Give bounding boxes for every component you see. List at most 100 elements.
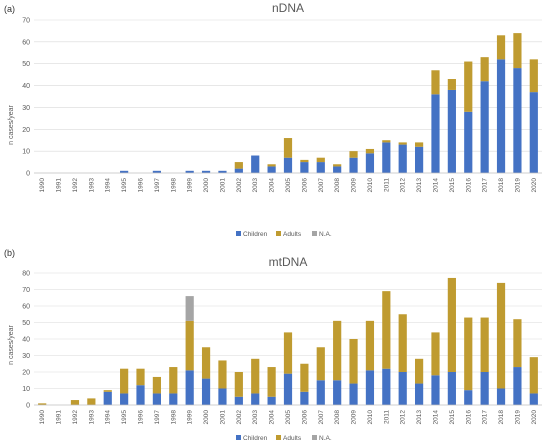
bar-mtdna-adults-2002	[234, 372, 243, 397]
x-tick-label-ndna-2007: 2007	[318, 178, 325, 193]
legend-mtdna: Children Adults N.A.	[236, 435, 332, 442]
x-tick-label-mtdna-2013: 2013	[416, 410, 423, 425]
x-tick-label-ndna-1995: 1995	[121, 178, 128, 193]
y-tick-label-mtdna-40: 40	[22, 337, 30, 344]
bar-mtdna-children-2016	[464, 390, 473, 405]
bar-ndna-adults-2006	[300, 159, 309, 163]
y-tick-label-ndna-20: 20	[22, 127, 30, 134]
y-tick-label-mtdna-60: 60	[22, 304, 30, 311]
x-tick-label-ndna-2005: 2005	[285, 178, 292, 193]
bar-ndna-children-2004	[267, 166, 276, 173]
bar-mtdna-adults-1995	[120, 368, 129, 394]
bar-mtdna-adults-2005	[283, 332, 293, 374]
legend-label-mtdna-1: Adults	[283, 435, 302, 442]
bar-ndna-adults-2012	[398, 142, 407, 145]
x-tick-label-ndna-1997: 1997	[154, 178, 161, 193]
x-ticks-ndna: 1990 1991 1992 1993 1994 1995 1996 1997 1998 1999…	[39, 178, 538, 193]
bar-mtdna-adults-2018	[496, 282, 506, 389]
bar-mtdna-adults-1996	[136, 368, 145, 386]
bar-ndna-children-2020	[529, 92, 538, 173]
chart-title-ndna: nDNA	[272, 1, 304, 15]
x-tick-label-ndna-2014: 2014	[432, 178, 439, 193]
bar-mtdna-children-2014	[431, 375, 440, 405]
x-tick-label-ndna-1992: 1992	[72, 178, 79, 193]
x-tick-label-mtdna-2005: 2005	[285, 410, 292, 425]
bar-mtdna-children-2005	[283, 373, 293, 405]
y-axis-label-mtdna: n cases/year	[8, 324, 15, 364]
bar-mtdna-adults-2008	[333, 320, 342, 381]
bar-mtdna-adults-2010	[365, 320, 375, 371]
bar-ndna-adults-2004	[267, 164, 276, 167]
x-tick-label-mtdna-2019: 2019	[514, 410, 521, 425]
bar-mtdna-children-2003	[251, 393, 260, 405]
bar-mtdna-adults-1992	[70, 400, 80, 405]
bar-ndna-children-2017	[480, 81, 489, 173]
bar-ndna-adults-2002	[234, 162, 243, 169]
bar-mtdna-children-2017	[480, 372, 489, 405]
bar-mtdna-adults-2016	[464, 317, 473, 391]
bar-mtdna-adults-2019	[513, 319, 522, 368]
bar-ndna-adults-2010	[365, 148, 375, 154]
bar-mtdna-adults-1994	[103, 390, 112, 392]
x-tick-label-ndna-1998: 1998	[170, 178, 177, 193]
legend-swatch-mtdna-1	[276, 435, 281, 440]
x-tick-label-mtdna-1994: 1994	[105, 410, 112, 425]
x-tick-label-ndna-2015: 2015	[449, 178, 456, 193]
panel-letter-a: (a)	[4, 4, 15, 14]
bar-ndna-children-2008	[333, 166, 342, 173]
y-tick-label-ndna-10: 10	[22, 149, 30, 156]
x-tick-label-mtdna-2011: 2011	[383, 410, 390, 424]
bar-ndna-adults-2019	[513, 33, 522, 69]
bar-mtdna-children-2004	[267, 396, 276, 405]
x-tick-label-mtdna-2016: 2016	[465, 410, 472, 425]
bar-ndna-children-2016	[464, 111, 473, 173]
x-tick-label-ndna-2003: 2003	[252, 178, 259, 193]
y-tick-label-ndna-0: 0	[26, 171, 30, 178]
legend-swatch-mtdna-0	[236, 435, 241, 440]
x-tick-label-mtdna-2008: 2008	[334, 410, 341, 425]
bar-mtdna-children-2009	[349, 383, 358, 405]
bar-ndna-adults-2016	[464, 61, 473, 112]
bar-ndna-adults-2013	[415, 142, 424, 147]
bar-ndna-children-2015	[447, 89, 456, 173]
bar-mtdna-adults-2006	[300, 363, 309, 392]
y-tick-label-mtdna-50: 50	[22, 320, 30, 327]
bar-mtdna-adults-2004	[267, 367, 276, 397]
legend-ndna: Children Adults N.A.	[236, 231, 332, 238]
bar-ndna-adults-2015	[447, 79, 456, 90]
x-tick-label-mtdna-2012: 2012	[400, 410, 407, 425]
x-tick-label-mtdna-2002: 2002	[236, 410, 243, 425]
x-tick-label-mtdna-1992: 1992	[72, 410, 79, 425]
bar-ndna-adults-2018	[496, 35, 506, 60]
bar-ndna-adults-2014	[431, 70, 440, 95]
bar-ndna-adults-2005	[283, 138, 293, 158]
bar-mtdna-children-2018	[496, 388, 506, 405]
y-axis-label-ndna: n cases/year	[8, 104, 15, 144]
bar-mtdna-children-1999	[185, 370, 194, 405]
x-tick-label-mtdna-1993: 1993	[88, 410, 95, 425]
bar-mtdna-na-1999	[185, 296, 194, 321]
gridlines-ndna	[34, 19, 542, 152]
y-tick-label-ndna-30: 30	[22, 105, 30, 112]
bar-ndna-adults-2017	[480, 57, 489, 82]
x-tick-label-mtdna-1997: 1997	[154, 410, 161, 425]
bar-ndna-children-2013	[415, 146, 424, 173]
x-tick-label-ndna-2020: 2020	[531, 178, 538, 193]
bar-mtdna-adults-1990	[38, 403, 47, 405]
chart-mtdna: (b) mtDNA n cases/year 0 10 20 30 40 50 60 70 80…	[4, 248, 542, 442]
x-tick-label-ndna-2004: 2004	[269, 178, 276, 193]
panel-letter-b: (b)	[4, 248, 15, 258]
bar-mtdna-adults-1998	[169, 367, 178, 394]
bar-mtdna-adults-2009	[349, 339, 358, 384]
x-tick-label-ndna-1990: 1990	[39, 178, 46, 193]
x-tick-label-mtdna-2018: 2018	[498, 410, 505, 425]
bar-ndna-adults-2020	[529, 59, 538, 93]
x-tick-label-mtdna-2010: 2010	[367, 410, 374, 425]
y-tick-label-ndna-40: 40	[22, 83, 30, 90]
bar-mtdna-adults-2014	[431, 332, 440, 376]
bar-mtdna-adults-2003	[251, 358, 260, 394]
bar-ndna-adults-2011	[382, 140, 391, 143]
x-ticks-mtdna: 1990 1991 1992 1993 1994 1995 1996 1997 1998 1999…	[39, 410, 538, 425]
bar-mtdna-children-2000	[201, 378, 211, 405]
x-tick-label-mtdna-2000: 2000	[203, 410, 210, 425]
